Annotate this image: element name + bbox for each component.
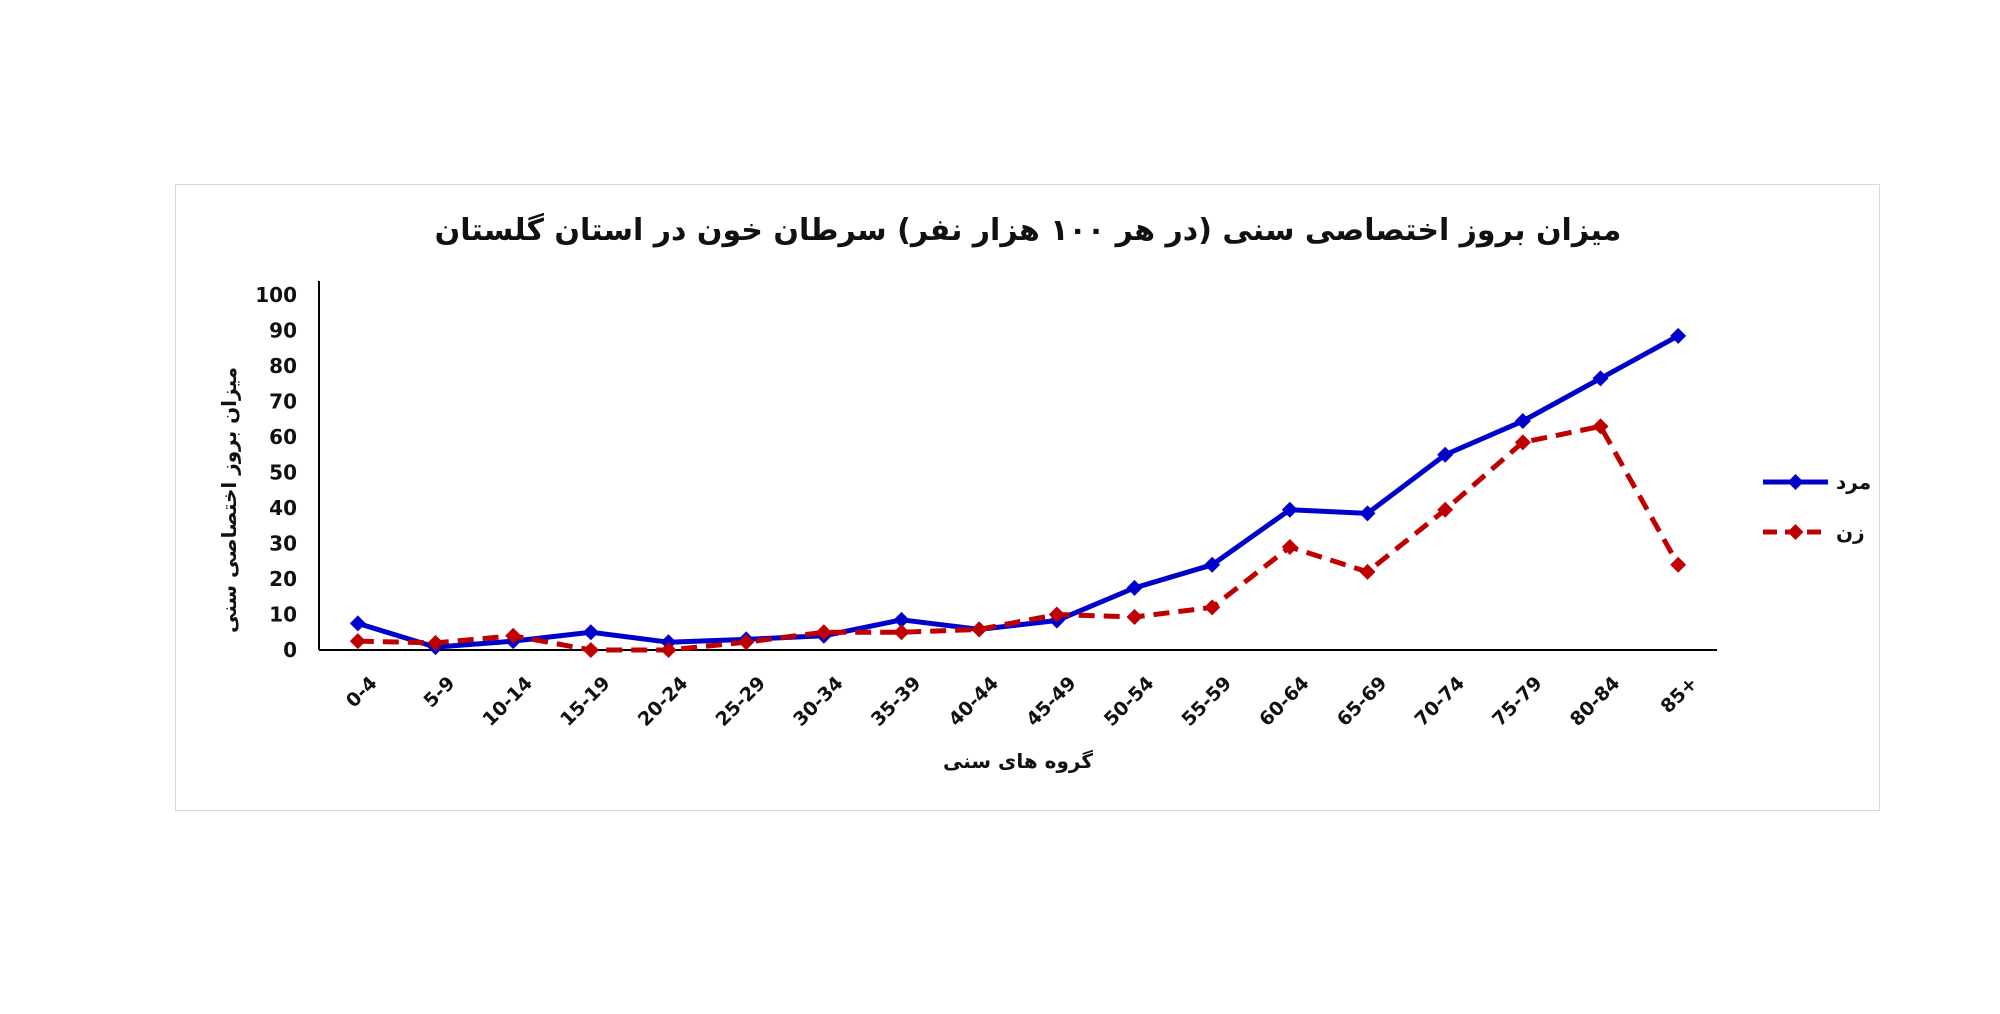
- x-tick-label: 30-34: [789, 672, 848, 731]
- data-point-marker: [1514, 413, 1531, 430]
- y-tick-label: 50: [269, 461, 297, 485]
- line-chart: میزان بروز اختصاصی سنی (در هر ۱۰۰ هزار ن…: [217, 212, 1871, 773]
- series-line-1: [357, 423, 1681, 653]
- y-tick-label: 70: [269, 390, 297, 414]
- chart-title: میزان بروز اختصاصی سنی (در هر ۱۰۰ هزار ن…: [435, 212, 1622, 248]
- data-point-marker: [1126, 608, 1143, 625]
- data-point-marker: [1281, 539, 1298, 556]
- x-tick-label: 50-54: [1100, 672, 1159, 731]
- x-axis-title: گروه های سنی: [943, 749, 1093, 773]
- data-point-marker: [1437, 446, 1454, 463]
- y-tick-label: 10: [269, 603, 297, 627]
- data-point-marker: [1204, 556, 1221, 573]
- y-tick-label: 60: [269, 425, 297, 449]
- y-axis-title: میزان بروز اختصاصی سنی: [217, 367, 241, 633]
- data-point-marker: [427, 634, 444, 651]
- x-tick-label: 55-59: [1177, 672, 1236, 731]
- data-point-marker: [971, 621, 988, 638]
- data-point-marker: [1359, 563, 1376, 580]
- data-point-marker: [1359, 505, 1376, 522]
- data-point-marker: [1048, 606, 1065, 623]
- data-point-marker: [893, 624, 910, 641]
- x-tick-label: 10-14: [478, 672, 537, 731]
- data-point-marker: [815, 624, 832, 641]
- data-point-marker: [349, 633, 366, 650]
- data-point-marker: [1670, 556, 1687, 573]
- series-line-0: [357, 333, 1680, 650]
- data-point-marker: [1281, 501, 1298, 518]
- legend-marker-1: [1787, 524, 1804, 540]
- x-tick-label: 25-29: [711, 672, 770, 731]
- y-tick-label: 40: [269, 496, 297, 520]
- y-tick-label: 100: [255, 283, 297, 307]
- x-tick-label: 75-79: [1488, 672, 1547, 731]
- data-point-marker: [582, 642, 599, 658]
- data-point-marker: [738, 634, 755, 651]
- data-point-marker: [1204, 599, 1221, 616]
- y-tick-label: 20: [269, 567, 297, 591]
- legend-label-1: زن: [1836, 520, 1865, 544]
- legend-label-0: مرد: [1836, 470, 1871, 494]
- legend-marker-0: [1787, 474, 1804, 490]
- x-tick-label: 70-74: [1410, 672, 1469, 731]
- chart-container: میزان بروز اختصاصی سنی (در هر ۱۰۰ هزار ن…: [175, 184, 1880, 811]
- data-point-marker: [349, 615, 366, 632]
- data-point-marker: [1592, 370, 1609, 387]
- data-point-marker: [660, 642, 677, 658]
- x-tick-label: 60-64: [1255, 672, 1314, 731]
- y-tick-label: 30: [269, 532, 297, 556]
- x-tick-label: 20-24: [634, 672, 693, 731]
- y-tick-label: 90: [269, 319, 297, 343]
- data-point-marker: [1126, 579, 1143, 596]
- x-tick-label: 15-19: [556, 672, 615, 731]
- x-tick-label: 40-44: [944, 672, 1003, 731]
- x-tick-label: 5-9: [420, 672, 460, 712]
- x-tick-label: 0-4: [342, 672, 382, 712]
- data-point-marker: [1437, 501, 1454, 518]
- y-tick-label: 0: [283, 638, 297, 662]
- data-point-marker: [893, 611, 910, 628]
- data-point-marker: [1670, 327, 1687, 344]
- data-point-marker: [505, 627, 522, 644]
- data-point-marker: [582, 624, 599, 641]
- data-point-marker: [1592, 418, 1609, 435]
- y-tick-label: 80: [269, 354, 297, 378]
- data-point-marker: [1514, 434, 1531, 451]
- x-tick-label: 45-49: [1022, 672, 1081, 731]
- x-tick-label: 85+: [1656, 672, 1702, 718]
- x-tick-label: 35-39: [867, 672, 926, 731]
- x-tick-label: 80-84: [1566, 672, 1625, 731]
- x-tick-label: 65-69: [1333, 672, 1392, 731]
